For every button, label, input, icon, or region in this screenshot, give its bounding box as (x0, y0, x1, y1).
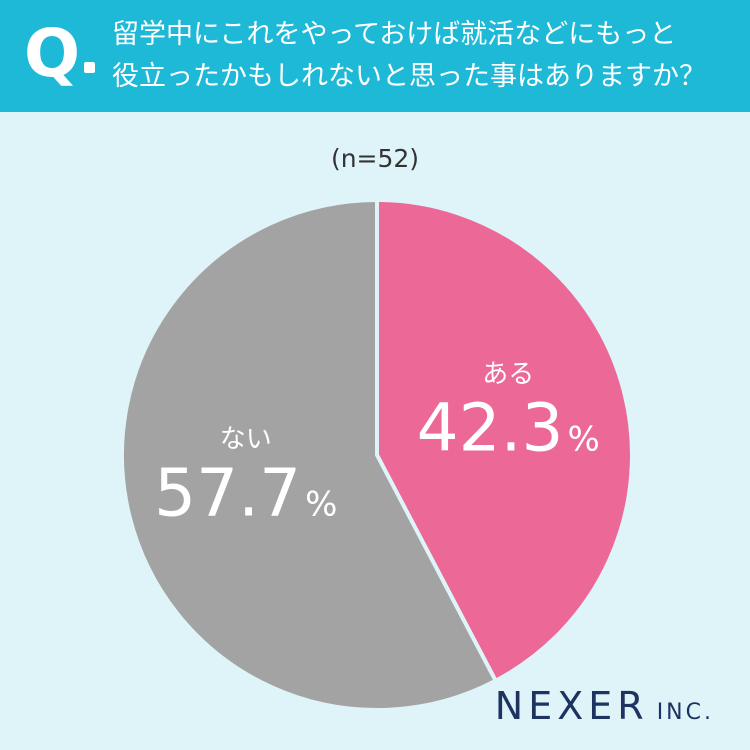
slice-nai-label: ない (220, 424, 272, 454)
question-text-line-2: 役立ったかもしれないと思った事はありますか？ (112, 61, 706, 92)
question-mark: Q (24, 15, 81, 92)
slice-aru-value: 42.3% (417, 390, 600, 467)
logo-sub: INC. (656, 700, 714, 725)
slice-nai-value: 57.7% (154, 454, 337, 531)
slice-aru (375, 198, 634, 683)
question-mark-dot (84, 62, 95, 73)
question-text-line-1: 留学中にこれをやっておけば就活などにもっと (112, 19, 677, 50)
question-header: Q 留学中にこれをやっておけば就活などにもっと 役立ったかもしれないと思った事は… (0, 0, 750, 112)
slice-aru-label: ある (482, 360, 534, 390)
logo-main: NEXER (494, 684, 649, 728)
slice-nai (120, 198, 498, 712)
sample-size: (n=52) (330, 144, 420, 173)
nexer-logo: NEXER INC. (495, 684, 714, 728)
